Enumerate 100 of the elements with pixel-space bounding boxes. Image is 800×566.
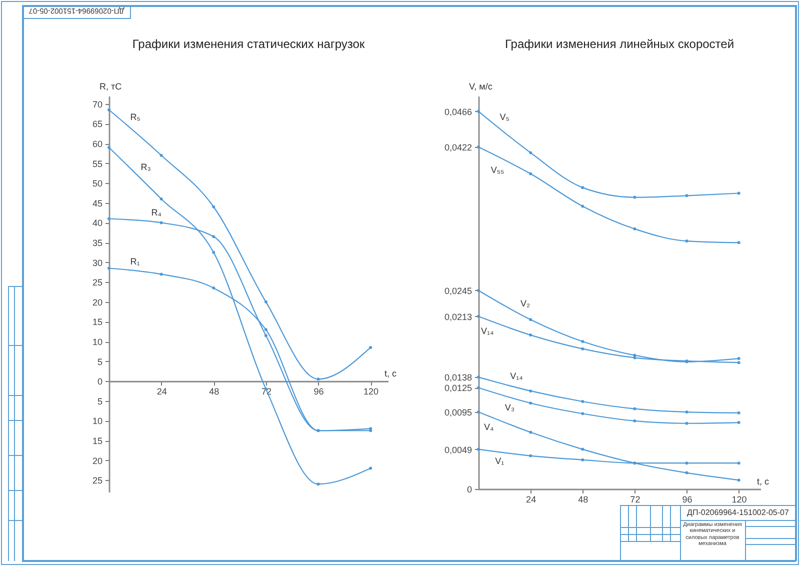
y-tick-label: 5 — [97, 396, 102, 406]
x-axis-title: t, c — [384, 368, 397, 379]
point — [633, 196, 636, 199]
y-tick-label: 45 — [92, 198, 102, 208]
x-tick-label: 96 — [314, 386, 324, 397]
point — [477, 410, 480, 414]
y-tick-label: 60 — [92, 139, 102, 150]
y-tick-label: 0,0125 — [444, 383, 472, 394]
point — [369, 466, 372, 470]
point — [529, 318, 532, 322]
y-tick-label: 0,0422 — [444, 142, 472, 153]
point — [369, 346, 372, 349]
point — [685, 462, 688, 465]
point — [264, 334, 268, 338]
x-tick-label: 24 — [526, 494, 536, 504]
point — [581, 448, 584, 451]
point — [685, 410, 688, 414]
point — [212, 235, 216, 238]
series-label: V₃ — [504, 402, 515, 412]
chart-title: Графики изменения статических нагрузок — [132, 37, 366, 51]
point — [108, 266, 110, 270]
point — [160, 197, 163, 200]
line-series — [477, 410, 740, 482]
point — [160, 272, 163, 276]
series-label: V₁ — [495, 456, 504, 466]
point — [633, 419, 636, 422]
point — [529, 430, 532, 434]
x-axis-title: t, c — [757, 476, 770, 486]
y-tick-label: 0,0138 — [444, 372, 472, 383]
point — [685, 422, 688, 425]
y-tick-label: 30 — [92, 258, 102, 268]
x-tick-label: 120 — [732, 494, 747, 504]
line-series — [477, 110, 740, 199]
point — [685, 240, 688, 243]
point — [529, 172, 532, 176]
x-tick-label: 24 — [156, 386, 167, 397]
point — [108, 217, 110, 220]
y-tick-label: 0,0245 — [444, 286, 472, 296]
y-tick-label: 65 — [92, 119, 102, 130]
point — [581, 340, 584, 344]
point — [581, 400, 584, 403]
y-tick-label: 10 — [92, 337, 102, 348]
point — [160, 221, 163, 224]
y-tick-label: 0,0213 — [444, 312, 472, 322]
point — [633, 354, 636, 357]
y-tick-label: 5 — [97, 356, 102, 367]
y-tick-label: 40 — [92, 218, 102, 228]
x-tick-label: 120 — [364, 386, 379, 397]
point — [529, 151, 532, 154]
point — [477, 448, 480, 451]
point — [529, 389, 532, 392]
point — [529, 454, 532, 458]
point — [685, 194, 688, 198]
point — [737, 357, 740, 360]
line-series — [477, 386, 740, 425]
y-tick-label: 0 — [466, 484, 472, 494]
point — [581, 458, 584, 462]
y-tick-label: 25 — [92, 278, 102, 288]
point — [737, 462, 740, 465]
series-label: V₅₅ — [490, 164, 504, 175]
y-axis-title: V, м/с — [469, 82, 493, 92]
chart-title: Графики изменения линейных скоростей — [504, 37, 734, 51]
series-label: R₃ — [140, 162, 152, 172]
y-tick-label: 10 — [92, 416, 102, 426]
point — [212, 205, 216, 208]
y-tick-label: 0 — [97, 376, 102, 387]
line-series — [477, 146, 740, 244]
point — [477, 146, 480, 149]
point — [633, 356, 636, 360]
point — [529, 402, 532, 405]
y-tick-label: 25 — [92, 476, 102, 486]
y-tick-label: 15 — [92, 436, 102, 446]
y-tick-label: 35 — [92, 238, 102, 248]
y-tick-label: 55 — [92, 158, 102, 169]
point — [316, 482, 320, 486]
x-tick-label: 96 — [682, 494, 692, 504]
point — [477, 110, 480, 113]
point — [737, 361, 740, 364]
point — [737, 241, 740, 244]
series-label: R₄ — [151, 208, 162, 218]
point — [737, 192, 740, 195]
point — [264, 328, 268, 332]
point — [108, 108, 110, 112]
series-label: R₁ — [130, 256, 140, 266]
point — [477, 386, 480, 390]
point — [477, 314, 480, 318]
point — [212, 286, 216, 290]
line-series — [108, 108, 372, 381]
point — [737, 478, 740, 482]
point — [581, 347, 584, 350]
point — [529, 334, 532, 337]
series-label: V₂ — [520, 298, 531, 308]
point — [581, 186, 584, 190]
y-tick-label: 20 — [92, 456, 102, 466]
point — [633, 227, 636, 230]
point — [108, 146, 110, 149]
y-tick-label: 50 — [92, 178, 102, 189]
y-tick-label: 70 — [92, 99, 102, 110]
y-tick-label: 20 — [92, 297, 102, 308]
point — [264, 300, 268, 304]
